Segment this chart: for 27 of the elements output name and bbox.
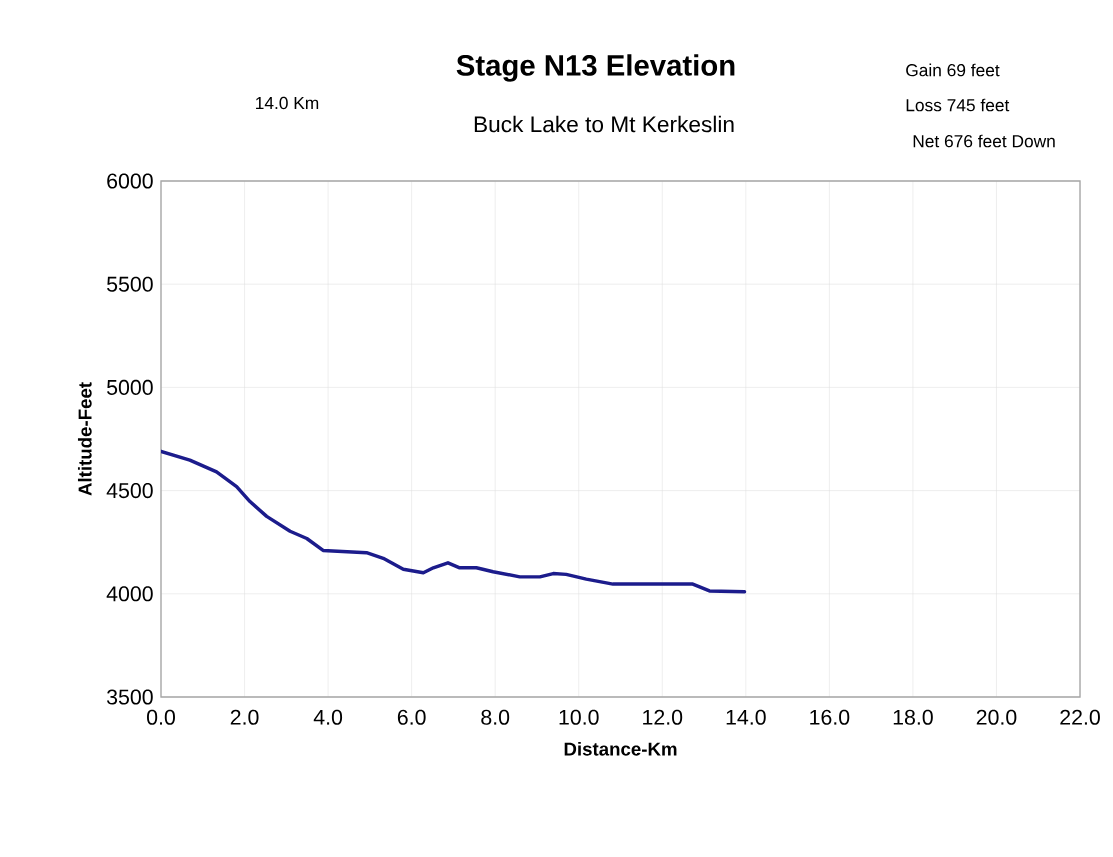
y-tick-label: 5500 bbox=[107, 276, 153, 292]
y-axis-title: Altitude-Feet bbox=[77, 382, 92, 496]
x-tick-label: 22.0 bbox=[1060, 709, 1100, 725]
x-tick-label: 8.0 bbox=[481, 709, 510, 725]
chart-title: Stage N13 Elevation bbox=[456, 54, 735, 82]
text: Gain 69 feet bbox=[906, 63, 1000, 77]
text: Net 676 feet Down bbox=[913, 134, 1055, 148]
chart-subtitle: Buck Lake to Mt Kerkeslin bbox=[474, 115, 734, 133]
x-tick-label: 10.0 bbox=[559, 709, 599, 725]
text: 14.0 Km bbox=[256, 96, 319, 110]
y-tick-label: 5000 bbox=[107, 379, 153, 395]
y-tick-label: 4500 bbox=[106, 483, 153, 499]
x-tick-label: 2.0 bbox=[230, 709, 259, 725]
x-tick-label: 4.0 bbox=[313, 709, 343, 725]
x-tick-label: 0.0 bbox=[147, 709, 175, 725]
x-axis-title: Distance-Km bbox=[564, 741, 677, 756]
y-tick-label: 3500 bbox=[106, 689, 153, 705]
y-tick-label: 6000 bbox=[107, 173, 153, 189]
x-tick-label: 14.0 bbox=[726, 709, 766, 725]
x-tick-label: 12.0 bbox=[643, 709, 683, 725]
x-tick-label: 20.0 bbox=[976, 709, 1017, 725]
line-series bbox=[161, 449, 747, 594]
x-tick-label: 16.0 bbox=[810, 709, 850, 725]
y-tick-label: 4000 bbox=[106, 586, 153, 602]
x-tick-label: 18.0 bbox=[893, 709, 933, 725]
x-tick-label: 6.0 bbox=[397, 709, 426, 725]
text: Loss 745 feet bbox=[906, 98, 1010, 112]
